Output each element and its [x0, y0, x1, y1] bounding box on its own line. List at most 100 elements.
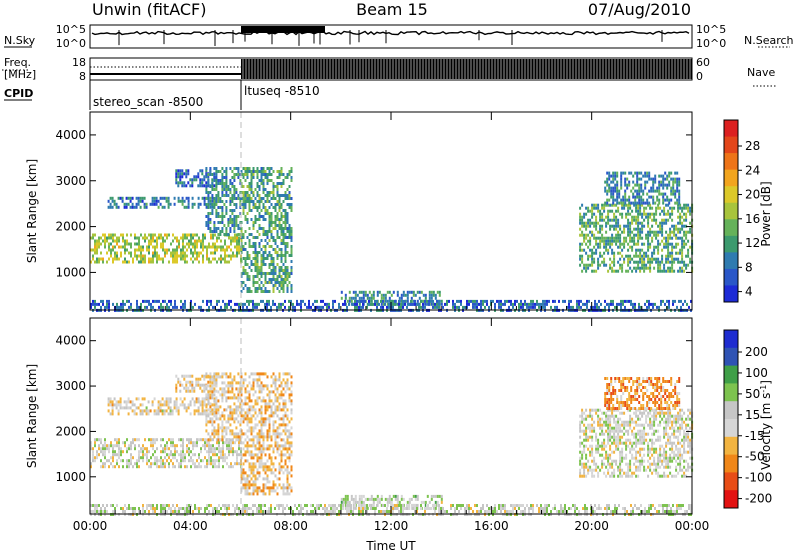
power-plot-bg [90, 112, 692, 310]
data-cell [637, 260, 640, 264]
data-cell [290, 417, 293, 421]
data-cell [665, 236, 668, 240]
data-cell [616, 302, 618, 306]
data-cell [227, 375, 230, 379]
data-cell [135, 397, 138, 401]
data-cell [290, 272, 293, 275]
data-cell [252, 372, 255, 376]
data-cell [130, 462, 132, 466]
data-cell [274, 399, 277, 403]
data-cell [231, 197, 234, 200]
data-cell [124, 257, 126, 261]
data-cell [229, 423, 232, 427]
data-cell [593, 260, 596, 264]
data-cell [205, 411, 208, 415]
data-cell [290, 176, 293, 179]
data-cell [212, 450, 214, 454]
data-cell [666, 186, 669, 190]
data-cell [637, 209, 640, 213]
data-cell [368, 503, 371, 507]
data-cell [637, 242, 640, 246]
data-cell [288, 275, 291, 278]
data-cell [290, 170, 293, 173]
data-cell [372, 290, 375, 294]
data-cell [676, 198, 679, 202]
data-cell [254, 474, 257, 478]
data-cell [228, 465, 230, 469]
data-cell [591, 230, 594, 234]
data-cell [482, 302, 484, 306]
data-cell [286, 251, 289, 254]
data-cell [603, 242, 606, 246]
data-cell [256, 263, 259, 266]
data-cell [96, 257, 98, 261]
data-cell [206, 257, 208, 261]
data-cell [209, 402, 212, 406]
data-cell [653, 266, 656, 270]
data-cell [412, 299, 415, 303]
data-cell [689, 260, 692, 264]
data-cell [201, 178, 204, 182]
data-cell [126, 462, 128, 466]
data-cell [217, 206, 220, 209]
data-cell [629, 203, 632, 207]
data-cell [252, 227, 255, 230]
data-cell [544, 305, 546, 309]
data-cell [236, 302, 238, 306]
data-cell [581, 203, 584, 207]
data-cell [652, 180, 655, 184]
data-cell [209, 393, 212, 397]
data-cell [231, 390, 234, 394]
data-cell [180, 465, 182, 469]
data-cell [270, 405, 273, 409]
data-cell [286, 489, 289, 493]
data-cell [161, 403, 164, 407]
data-cell [278, 200, 281, 203]
data-cell [282, 393, 285, 397]
data-cell [657, 260, 660, 264]
data-cell [589, 263, 592, 267]
data-cell [229, 167, 232, 170]
data-cell [94, 233, 96, 237]
data-cell [168, 248, 170, 252]
data-cell [676, 189, 679, 193]
data-cell [234, 462, 236, 466]
data-cell [609, 239, 612, 243]
data-cell [126, 239, 128, 243]
data-cell [272, 170, 275, 173]
data-cell [540, 302, 542, 306]
data-cell [215, 176, 218, 179]
data-cell [268, 281, 271, 284]
data-cell [226, 456, 228, 460]
data-cell [117, 412, 120, 416]
data-cell [680, 299, 682, 303]
data-cell [260, 266, 263, 269]
data-cell [348, 296, 351, 300]
data-cell [220, 453, 222, 457]
data-cell [510, 299, 512, 303]
data-cell [192, 242, 194, 246]
data-cell [664, 171, 667, 175]
data-cell [100, 299, 102, 303]
data-cell [624, 171, 627, 175]
data-cell [368, 299, 370, 303]
data-cell [233, 224, 236, 227]
data-cell [163, 409, 166, 413]
data-cell [225, 372, 228, 376]
data-cell [215, 399, 218, 403]
data-cell [231, 414, 234, 418]
data-cell [254, 245, 257, 248]
data-cell [229, 372, 232, 376]
data-cell [170, 444, 172, 448]
data-cell [654, 180, 657, 184]
data-cell [221, 423, 224, 427]
data-cell [640, 195, 643, 199]
data-cell [601, 215, 604, 219]
data-cell [568, 302, 570, 306]
data-cell [260, 384, 263, 388]
data-cell [284, 254, 287, 257]
data-cell [284, 257, 287, 260]
data-cell [340, 296, 343, 300]
data-cell [290, 266, 293, 269]
data-cell [276, 287, 279, 290]
